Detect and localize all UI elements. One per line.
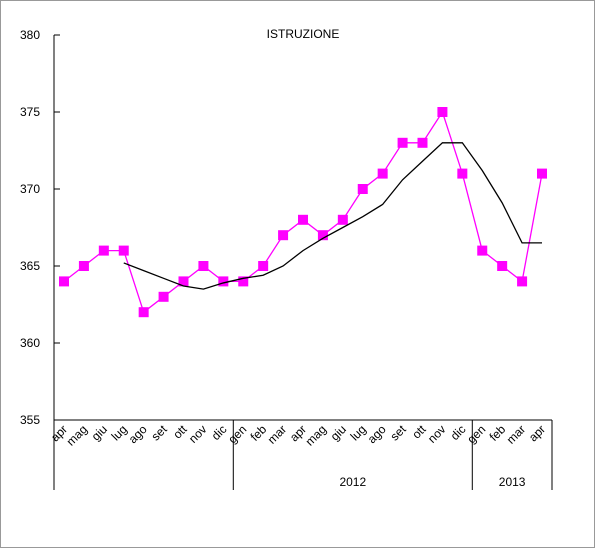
chart-title: ISTRUZIONE bbox=[267, 27, 340, 41]
point bbox=[158, 291, 169, 302]
y-tick-label: 355 bbox=[20, 413, 40, 427]
point bbox=[298, 214, 308, 225]
point bbox=[397, 137, 408, 148]
y-tick-label: 375 bbox=[20, 105, 40, 119]
point bbox=[337, 214, 348, 225]
point bbox=[59, 276, 69, 287]
y-tick-label: 365 bbox=[20, 259, 40, 273]
point bbox=[78, 261, 89, 271]
y-tick-label: 380 bbox=[20, 28, 40, 42]
point bbox=[457, 168, 468, 179]
point bbox=[198, 261, 209, 271]
point bbox=[437, 107, 448, 117]
point bbox=[377, 168, 388, 179]
group-label: 2013 bbox=[499, 475, 526, 489]
point bbox=[98, 245, 109, 256]
y-tick-label: 360 bbox=[20, 336, 40, 350]
point bbox=[258, 261, 269, 271]
series-line bbox=[123, 142, 542, 290]
point bbox=[417, 137, 428, 148]
point bbox=[178, 276, 189, 287]
point bbox=[537, 168, 547, 179]
y-tick-label: 370 bbox=[20, 182, 40, 196]
point bbox=[357, 184, 368, 194]
point bbox=[497, 261, 508, 271]
group-label: 2012 bbox=[339, 475, 366, 489]
point bbox=[278, 230, 289, 241]
point bbox=[477, 245, 488, 256]
point bbox=[118, 245, 129, 256]
point bbox=[138, 307, 149, 318]
point bbox=[517, 276, 528, 287]
point bbox=[218, 276, 229, 287]
point bbox=[317, 230, 328, 241]
point bbox=[238, 276, 249, 287]
